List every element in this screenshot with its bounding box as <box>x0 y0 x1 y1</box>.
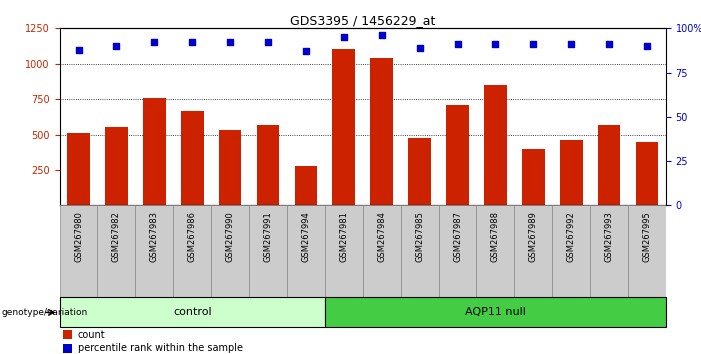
Bar <box>408 138 431 205</box>
Bar <box>294 166 318 205</box>
Title: GDS3395 / 1456229_at: GDS3395 / 1456229_at <box>290 14 435 27</box>
Point <box>338 34 349 40</box>
Text: GSM267991: GSM267991 <box>264 211 273 262</box>
Point <box>300 48 311 54</box>
Bar <box>477 205 515 319</box>
Point <box>452 41 463 47</box>
Point <box>186 40 198 45</box>
Text: GSM267987: GSM267987 <box>453 211 462 262</box>
Bar <box>332 49 355 205</box>
Bar <box>636 142 658 205</box>
Bar <box>287 205 325 319</box>
Bar <box>181 111 203 205</box>
Text: GSM267982: GSM267982 <box>112 211 121 262</box>
Bar <box>590 205 628 319</box>
Point <box>604 41 615 47</box>
Point <box>490 41 501 47</box>
FancyBboxPatch shape <box>60 297 325 327</box>
Bar <box>219 130 241 205</box>
Text: control: control <box>173 307 212 318</box>
Bar <box>628 205 666 319</box>
Text: GSM267988: GSM267988 <box>491 211 500 262</box>
Text: genotype/variation: genotype/variation <box>1 308 88 317</box>
Bar <box>515 205 552 319</box>
Bar <box>60 205 97 319</box>
Bar <box>62 344 72 353</box>
Point <box>528 41 539 47</box>
Bar <box>363 205 401 319</box>
Bar <box>560 140 583 205</box>
Text: GSM267994: GSM267994 <box>301 211 311 262</box>
Point <box>224 40 236 45</box>
Point <box>149 40 160 45</box>
Bar <box>484 85 507 205</box>
Text: GSM267981: GSM267981 <box>339 211 348 262</box>
Text: AQP11 null: AQP11 null <box>465 307 526 318</box>
Point <box>414 45 426 51</box>
Bar <box>446 105 469 205</box>
Bar <box>97 205 135 319</box>
Bar <box>439 205 477 319</box>
Bar <box>401 205 439 319</box>
Text: GSM267985: GSM267985 <box>415 211 424 262</box>
Bar <box>257 125 280 205</box>
Text: GSM267989: GSM267989 <box>529 211 538 262</box>
Text: percentile rank within the sample: percentile rank within the sample <box>78 343 243 353</box>
Bar <box>325 205 363 319</box>
Point <box>262 40 273 45</box>
Text: GSM267992: GSM267992 <box>566 211 576 262</box>
Bar <box>522 149 545 205</box>
Bar <box>67 133 90 205</box>
Text: count: count <box>78 330 105 340</box>
Bar <box>211 205 249 319</box>
Bar <box>370 58 393 205</box>
Point <box>111 43 122 49</box>
FancyBboxPatch shape <box>325 297 666 327</box>
Bar <box>249 205 287 319</box>
Point <box>376 33 388 38</box>
Bar <box>598 125 620 205</box>
Text: GSM267986: GSM267986 <box>188 211 197 262</box>
Text: GSM267980: GSM267980 <box>74 211 83 262</box>
Text: GSM267993: GSM267993 <box>604 211 613 262</box>
Point <box>641 43 653 49</box>
Point <box>566 41 577 47</box>
Text: GSM267984: GSM267984 <box>377 211 386 262</box>
Bar <box>143 98 165 205</box>
Bar <box>552 205 590 319</box>
Bar <box>173 205 211 319</box>
Text: GSM267990: GSM267990 <box>226 211 235 262</box>
Bar <box>62 331 72 339</box>
Bar <box>105 127 128 205</box>
Text: GSM267995: GSM267995 <box>643 211 651 262</box>
Bar <box>135 205 173 319</box>
Point <box>73 47 84 52</box>
Text: GSM267983: GSM267983 <box>150 211 159 262</box>
